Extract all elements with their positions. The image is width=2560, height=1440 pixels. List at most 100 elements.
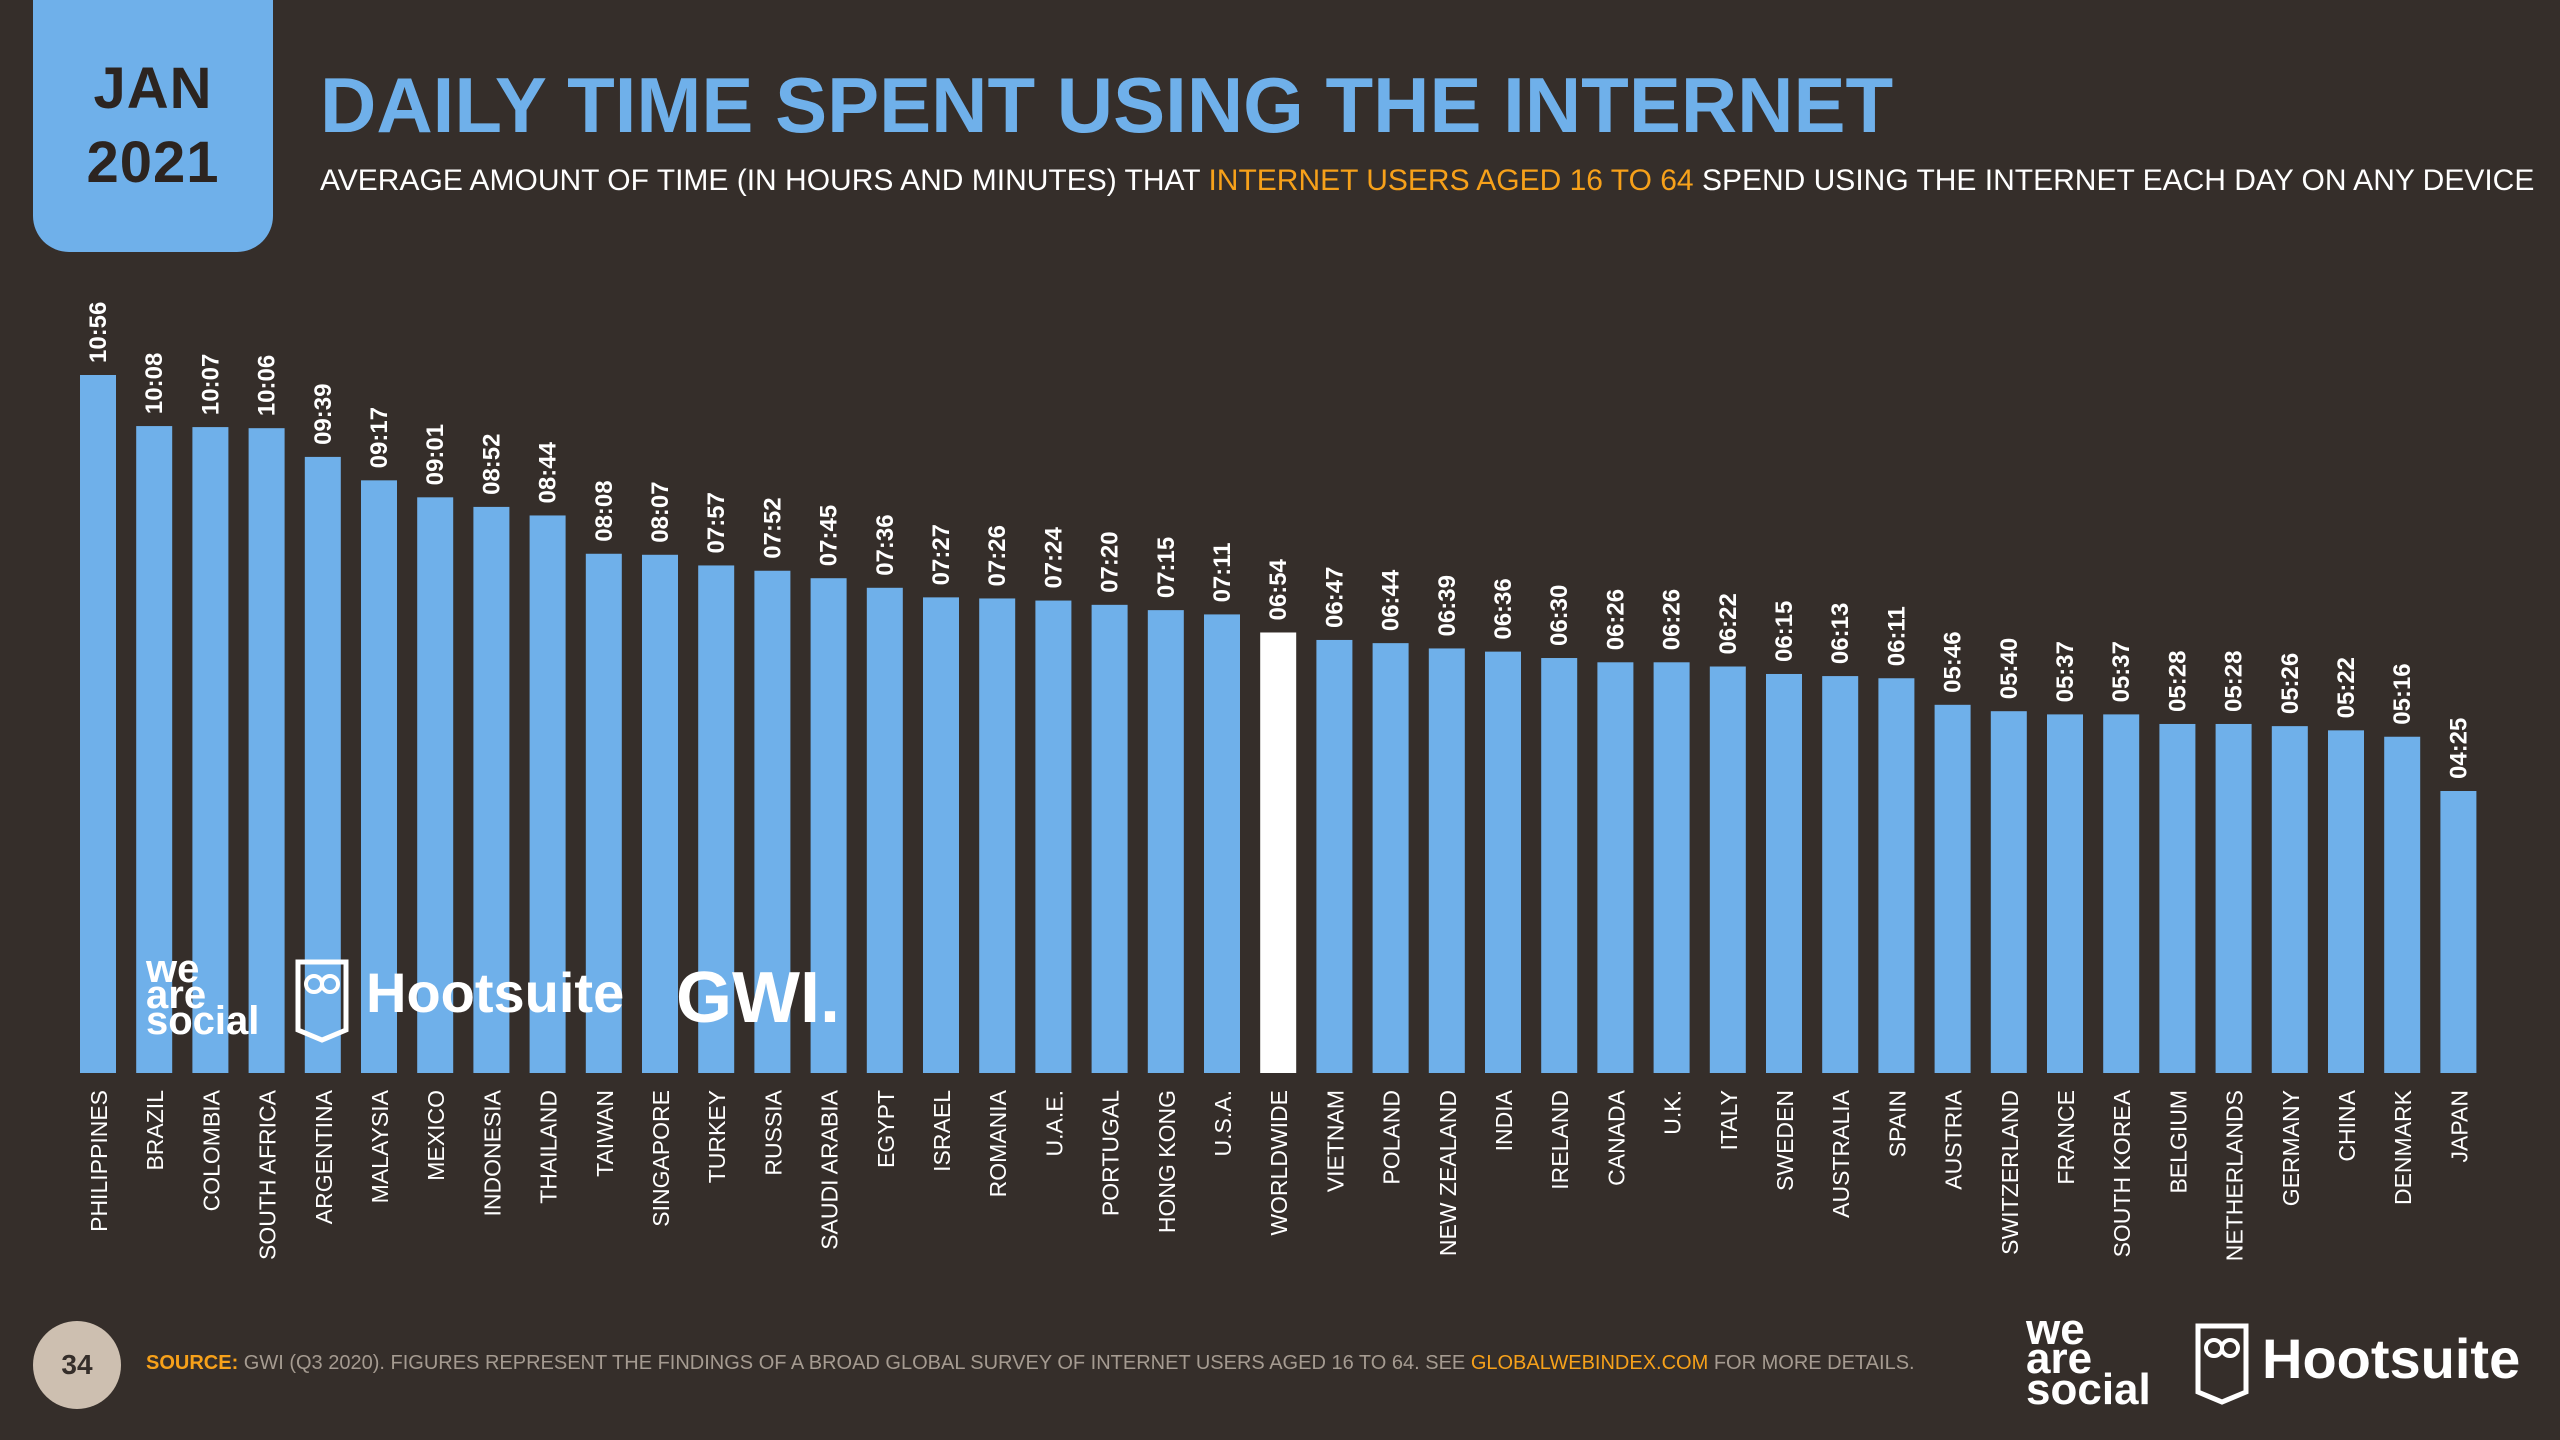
bar-south-africa	[248, 428, 285, 1074]
value-label: 07:45	[816, 505, 843, 566]
category-label: HONG KONG	[1154, 1090, 1180, 1233]
category-label: VIETNAM	[1322, 1090, 1348, 1192]
bar-france	[2047, 714, 2083, 1073]
footer-was-line2: are	[2026, 1334, 2092, 1383]
date-badge: JAN 2021	[33, 0, 273, 252]
source-link[interactable]: GLOBALWEBINDEX.COM	[1470, 1352, 1709, 1374]
bar-mexico	[417, 497, 454, 1073]
value-label: 08:52	[478, 434, 505, 495]
category-label: THAILAND	[536, 1090, 562, 1204]
bar-colombia	[192, 427, 229, 1074]
bar-u-a-e	[1035, 600, 1072, 1073]
category-label: MALAYSIA	[367, 1089, 393, 1203]
value-label: 07:20	[1097, 531, 1124, 592]
bar-japan	[2440, 791, 2477, 1073]
value-label: 05:22	[2333, 657, 2360, 718]
category-label: PORTUGAL	[1098, 1090, 1124, 1216]
value-label: 08:08	[591, 480, 618, 541]
value-label: 05:46	[1940, 631, 1967, 692]
category-label: NEW ZEALAND	[1435, 1090, 1461, 1256]
category-label: CHINA	[2334, 1089, 2360, 1161]
category-label: POLAND	[1379, 1090, 1405, 1185]
bar-taiwan	[585, 553, 622, 1073]
category-label: JAPAN	[2446, 1090, 2472, 1162]
bar-hong-kong	[1147, 610, 1184, 1073]
category-label: TURKEY	[704, 1090, 730, 1183]
owl-icon	[295, 959, 349, 1043]
value-label: 05:16	[2389, 663, 2416, 724]
value-label: 06:30	[1546, 585, 1573, 646]
bar-brazil	[136, 426, 173, 1074]
category-label: GERMANY	[2278, 1090, 2304, 1206]
value-label: 07:57	[703, 492, 730, 553]
category-label: SWEDEN	[1772, 1090, 1798, 1191]
badge-month: JAN	[93, 56, 213, 121]
value-label: 07:11	[1209, 542, 1236, 602]
value-label: 09:17	[366, 407, 393, 468]
category-label: AUSTRALIA	[1828, 1089, 1854, 1217]
footer-owl-icon	[2195, 1323, 2249, 1405]
bar-worldwide	[1260, 632, 1297, 1073]
value-label: 06:26	[1602, 589, 1629, 650]
bar-belgium	[2159, 723, 2196, 1073]
category-label: DENMARK	[2390, 1089, 2416, 1205]
bar-denmark	[2384, 736, 2421, 1073]
category-label: MEXICO	[423, 1090, 449, 1181]
value-label: 08:44	[535, 441, 562, 503]
value-label: 06:39	[1434, 575, 1461, 636]
value-label: 05:26	[2277, 653, 2304, 714]
footer-logos: we are social Hootsuite	[2025, 1305, 2520, 1414]
value-label: 07:27	[928, 524, 955, 585]
value-label: 07:24	[1040, 527, 1067, 589]
category-label: BRAZIL	[142, 1090, 168, 1171]
bar-romania	[979, 598, 1016, 1073]
source-tail: FOR MORE DETAILS.	[1708, 1352, 1915, 1374]
value-label: 10:07	[197, 354, 224, 415]
value-label: 06:15	[1771, 601, 1798, 662]
category-label: BELGIUM	[2165, 1090, 2191, 1194]
value-label: 05:37	[2052, 641, 2079, 702]
source-label: SOURCE:	[146, 1352, 239, 1374]
value-label: 06:44	[1378, 569, 1405, 631]
value-label: 05:40	[1996, 638, 2023, 699]
category-label: RUSSIA	[760, 1089, 786, 1175]
value-label: 09:39	[310, 384, 337, 445]
bar-russia	[754, 570, 791, 1073]
bar-u-s-a	[1204, 614, 1240, 1073]
value-label: 10:56	[85, 302, 112, 363]
bar-indonesia	[473, 506, 510, 1073]
value-label: 05:28	[2221, 651, 2248, 712]
category-label: U.K.	[1660, 1090, 1686, 1135]
value-label: 04:25	[2445, 718, 2472, 779]
source-note: SOURCE: GWI (Q3 2020). FIGURES REPRESENT…	[146, 1352, 1915, 1375]
watermark-was-line3: social	[146, 999, 259, 1043]
category-label: CANADA	[1603, 1089, 1629, 1186]
bar-singapore	[642, 554, 678, 1073]
category-label: SINGAPORE	[648, 1090, 674, 1227]
watermark-hootsuite: Hootsuite	[366, 961, 624, 1024]
category-label: AUSTRIA	[1941, 1089, 1967, 1189]
category-label: ISRAEL	[929, 1090, 955, 1172]
value-label: 06:26	[1659, 589, 1686, 650]
category-label: U.S.A.	[1210, 1090, 1236, 1156]
footer-was-line3: social	[2026, 1365, 2151, 1414]
category-label: NETHERLANDS	[2222, 1090, 2248, 1261]
value-label: 07:52	[759, 497, 786, 558]
category-label: EGYPT	[873, 1090, 899, 1168]
bar-portugal	[1091, 604, 1128, 1073]
bar-thailand	[529, 515, 566, 1073]
value-label: 10:06	[254, 355, 281, 416]
footer-hootsuite: Hootsuite	[2262, 1327, 2520, 1390]
page-subtitle: AVERAGE AMOUNT OF TIME (IN HOURS AND MIN…	[320, 164, 2534, 198]
badge-year: 2021	[86, 130, 220, 195]
value-label: 06:11	[1883, 606, 1910, 666]
bar-ireland	[1541, 658, 1578, 1073]
watermark-was-line2: are	[146, 973, 206, 1017]
category-label: SOUTH KOREA	[2109, 1089, 2135, 1257]
bar-china	[2328, 730, 2364, 1073]
footer-was-line1: we	[2025, 1305, 2085, 1354]
subtitle-highlight: INTERNET USERS AGED 16 TO 64	[1208, 164, 1694, 197]
bar-south-korea	[2103, 714, 2140, 1073]
value-label: 06:47	[1321, 567, 1348, 628]
subtitle-prefix: AVERAGE AMOUNT OF TIME (IN HOURS AND MIN…	[320, 164, 1209, 197]
